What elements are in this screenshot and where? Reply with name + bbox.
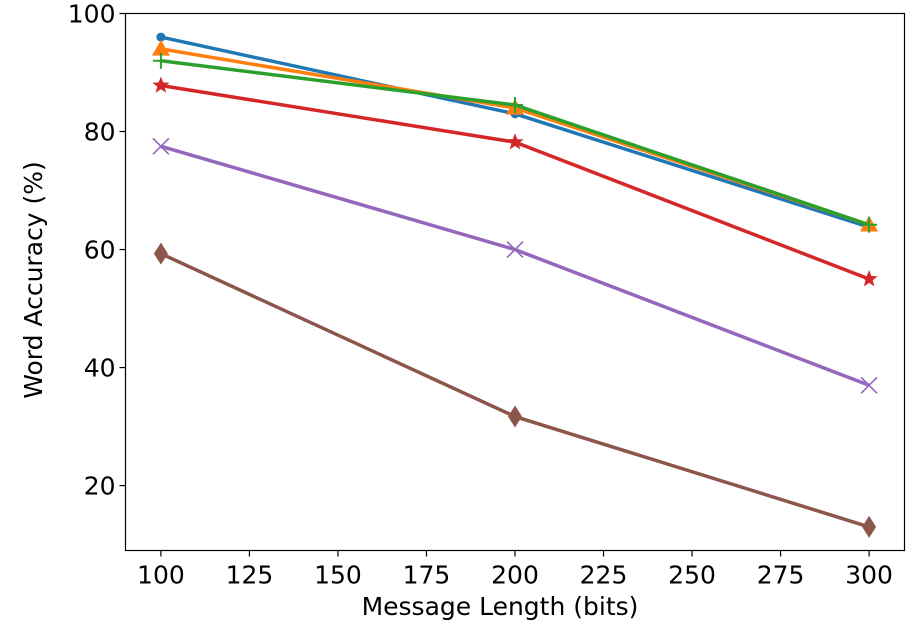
y-axis-ticks: 20 40 60 80 100 [68,0,126,501]
data-point-star [152,76,170,93]
data-point-x [506,240,524,259]
series-series-3 [152,52,878,233]
x-tick-label: 250 [668,561,716,590]
series-line [160,144,870,387]
data-point-x [152,137,170,155]
data-point-plus [861,216,878,233]
data-point-x [860,376,878,394]
series-series-4 [152,76,878,287]
data-point-triangle [151,39,170,56]
data-point-star [860,270,878,287]
data-point-star [506,133,524,150]
x-axis-title: Message Length (bits) [362,592,639,621]
data-point-diamond [153,242,168,265]
data-point-circle [156,32,166,42]
x-tick-label: 275 [757,561,805,590]
y-tick-label: 40 [84,354,116,383]
x-tick-label: 100 [137,561,185,590]
x-tick-label: 125 [226,561,274,590]
series-series-1 [156,32,874,232]
series-series-6 [153,242,877,538]
data-point-diamond [862,515,877,538]
series-line [160,252,870,529]
data-point-diamond [508,405,522,428]
x-tick-label: 175 [403,561,451,590]
x-tick-label: 150 [314,561,362,590]
y-tick-label: 100 [68,0,116,29]
y-tick-label: 80 [84,118,116,147]
x-tick-label: 300 [845,561,893,590]
x-axis-ticks: 100 125 150 175 200 225 250 275 300 [137,550,893,590]
y-tick-label: 60 [84,236,116,265]
data-point-plus [507,96,523,113]
plot-frame [124,12,906,552]
x-tick-label: 200 [491,561,539,590]
series-series-5 [152,137,878,394]
data-point-plus [152,52,169,69]
series-layer [151,32,879,538]
y-tick-label: 20 [84,472,116,501]
y-axis-title: Word Accuracy (%) [19,161,48,399]
x-tick-label: 225 [580,561,628,590]
